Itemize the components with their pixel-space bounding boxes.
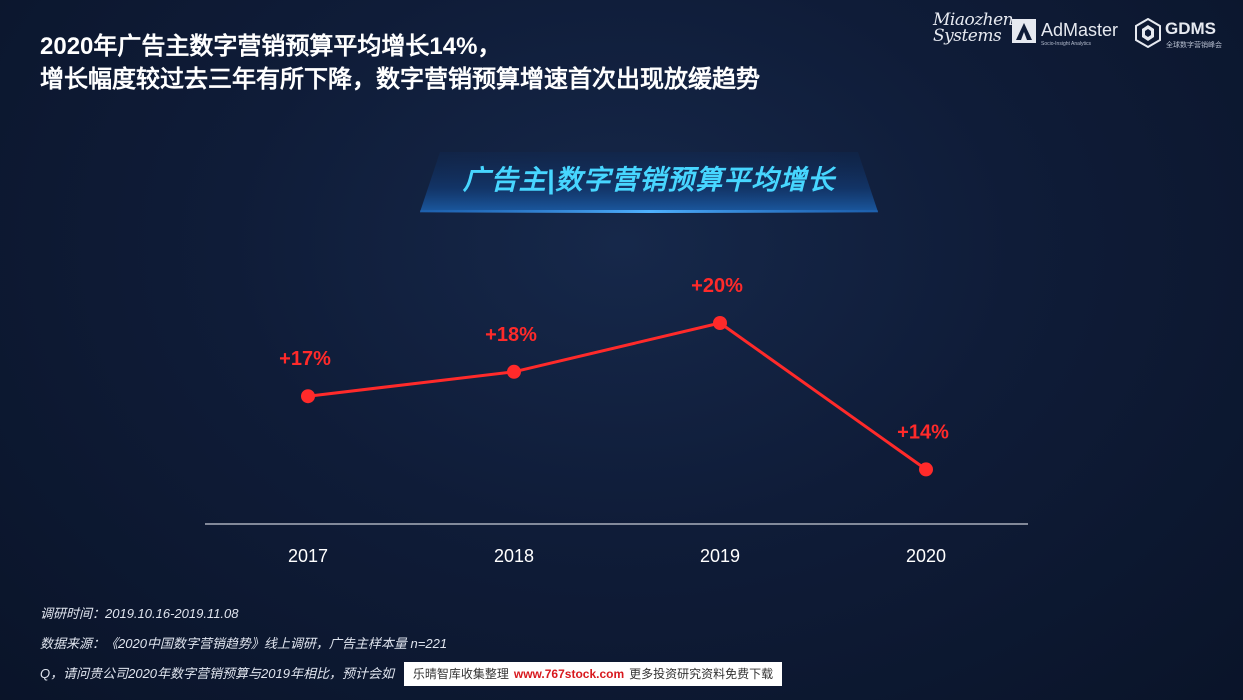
x-tick-2019: 2019 xyxy=(700,546,740,566)
miaozhen-logo: Miaozhen Systems xyxy=(933,10,1014,46)
watermark-url[interactable]: www.767stock.com xyxy=(513,667,625,681)
x-tick-2018: 2018 xyxy=(494,546,534,566)
headline-line-1: 2020年广告主数字营销预算平均增长14%， xyxy=(40,33,502,60)
gdms-name: GDMS xyxy=(1165,19,1216,38)
series-line xyxy=(307,321,927,471)
data-point-2020 xyxy=(919,462,933,477)
gdms-logo: GDMS 全球数字营销峰会 xyxy=(1135,18,1231,50)
watermark-prefix: 乐晴智库收集整理 xyxy=(412,667,509,681)
headline-line-2: 增长幅度较过去三年有所下降，数字营销预算增速首次出现放缓趋势 xyxy=(40,66,760,93)
admaster-mark-icon xyxy=(1012,19,1036,43)
admaster-subtitle: Socio-Insight Analytics xyxy=(1041,41,1092,47)
x-tick-labels: 2017 2018 2019 2020 xyxy=(288,546,946,566)
watermark-suffix: 更多投资研究资料免费下载 xyxy=(629,667,774,681)
admaster-logo: AdMaster Socio-Insight Analytics xyxy=(1011,18,1127,48)
data-labels: +17% +18% +20% +14% xyxy=(279,275,949,443)
watermark-banner: 乐晴智库收集整理 www.767stock.com 更多投资研究资料免费下载 xyxy=(404,662,782,686)
gdms-subtitle: 全球数字营销峰会 xyxy=(1166,42,1222,49)
data-point-2019 xyxy=(713,316,727,330)
chart-title-banner: 广告主|数字营销预算平均增长 xyxy=(418,150,880,216)
data-label-2019: +20% xyxy=(691,275,743,297)
gdms-hexagon-icon xyxy=(1135,18,1161,48)
data-point-2017 xyxy=(301,389,315,404)
footnote-data-source: 数据来源：《2020中国数字营销趋势》线上调研，广告主样本量 n=221 xyxy=(40,636,448,651)
x-tick-2017: 2017 xyxy=(288,546,328,566)
data-label-2018: +18% xyxy=(485,324,537,346)
banner-background xyxy=(420,152,878,213)
chart-title: 广告主|数字营销预算平均增长 xyxy=(462,165,836,195)
admaster-name: AdMaster xyxy=(1041,20,1119,40)
x-tick-2020: 2020 xyxy=(906,546,946,566)
data-point-2018 xyxy=(507,364,521,379)
data-points xyxy=(301,316,933,477)
data-label-2020: +14% xyxy=(897,421,949,443)
footnote-question: Q，请问贵公司2020年数字营销预算与2019年相比，预计会如 xyxy=(40,666,394,681)
headline: 2020年广告主数字营销预算平均增长14%， 增长幅度较过去三年有所下降，数字营… xyxy=(40,30,760,96)
data-label-2017: +17% xyxy=(279,348,331,370)
logo-group: Miaozhen Systems AdMaster Socio-Insight … xyxy=(933,8,1233,54)
footnote-survey-time: 调研时间：2019.10.16-2019.11.08 xyxy=(40,606,239,621)
